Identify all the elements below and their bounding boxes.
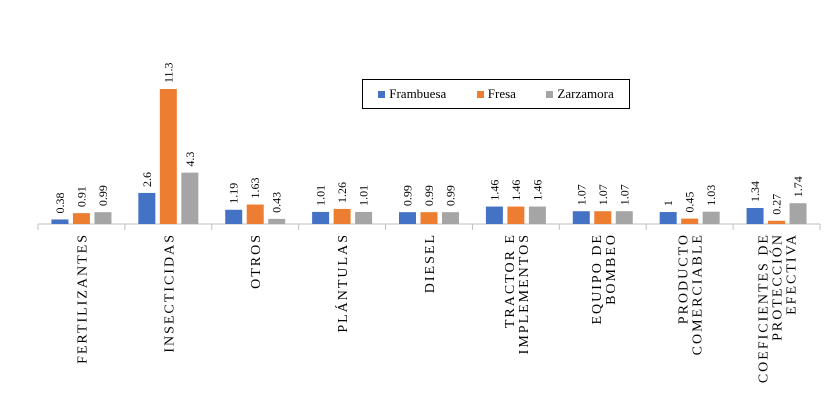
bar-frambuesa bbox=[225, 209, 243, 224]
data-label-fresa: 1.63 bbox=[248, 178, 262, 199]
bar-fresa bbox=[594, 211, 612, 224]
bar-frambuesa bbox=[138, 192, 156, 224]
legend-item-zarzamora: Zarzamora bbox=[546, 86, 614, 102]
category-label: COEFICIENTES DE bbox=[757, 233, 772, 383]
bar-frambuesa bbox=[51, 219, 69, 224]
bar-fresa bbox=[72, 213, 90, 224]
bar-zarzamora bbox=[94, 212, 112, 224]
data-label-frambuesa: 2.6 bbox=[140, 172, 154, 187]
legend: Frambuesa Fresa Zarzamora bbox=[362, 79, 630, 109]
legend-swatch-zarzamora bbox=[546, 90, 554, 98]
bar-zarzamora bbox=[789, 203, 807, 224]
data-label-frambuesa: 0.38 bbox=[53, 192, 67, 213]
category-label: EFECTIVA bbox=[785, 233, 800, 315]
bar-zarzamora bbox=[442, 212, 459, 224]
data-label-zarzamora: 1.03 bbox=[704, 185, 718, 206]
data-label-frambuesa: 1.01 bbox=[314, 185, 328, 206]
bar-zarzamora bbox=[181, 172, 199, 224]
data-label-fresa: 11.3 bbox=[161, 62, 175, 83]
data-label-frambuesa: 1.07 bbox=[574, 184, 588, 205]
data-label-fresa: 0.99 bbox=[422, 185, 436, 206]
legend-swatch-frambuesa bbox=[378, 90, 386, 98]
bar-fresa bbox=[507, 206, 525, 224]
category-label: PRODUCTO bbox=[677, 233, 692, 324]
bar-zarzamora bbox=[615, 211, 633, 224]
bar-zarzamora bbox=[268, 218, 286, 224]
bar-fresa bbox=[159, 89, 177, 224]
data-label-frambuesa: 1.46 bbox=[487, 180, 501, 201]
bars-group bbox=[51, 89, 807, 224]
category-label: COMERCIABLE bbox=[691, 233, 706, 355]
data-label-fresa: 1.07 bbox=[596, 184, 610, 205]
data-label-fresa: 0.45 bbox=[683, 192, 697, 213]
category-label: PLÁNTULAS bbox=[334, 233, 351, 333]
category-label: PROTECCIÓN bbox=[769, 233, 786, 341]
data-label-frambuesa: 1.19 bbox=[227, 183, 241, 204]
category-label: FERTILIZANTES bbox=[75, 233, 90, 364]
bar-zarzamora bbox=[355, 211, 373, 224]
data-labels-group: 0.38 0.91 0.99 2.6 11.3 4.3 1.19 1.63 0.43 1.01 1.… bbox=[53, 62, 805, 214]
data-label-zarzamora: 4.3 bbox=[183, 152, 197, 167]
data-label-zarzamora: 0.99 bbox=[96, 185, 110, 206]
bar-frambuesa bbox=[572, 211, 590, 224]
data-label-fresa: 1.46 bbox=[509, 180, 523, 201]
bar-zarzamora bbox=[702, 211, 720, 224]
data-label-frambuesa: 1 bbox=[661, 200, 675, 206]
data-label-zarzamora: 1.07 bbox=[617, 184, 631, 205]
bar-frambuesa bbox=[746, 207, 764, 224]
bar-frambuesa bbox=[485, 206, 503, 224]
data-label-frambuesa: 1.34 bbox=[748, 181, 762, 202]
data-label-zarzamora: 1.46 bbox=[530, 180, 544, 201]
data-label-frambuesa: 0.99 bbox=[401, 185, 415, 206]
bar-zarzamora bbox=[528, 206, 546, 224]
data-label-zarzamora: 0.99 bbox=[444, 185, 458, 206]
bar-fresa bbox=[681, 218, 699, 224]
category-label: IMPLEMENTOS bbox=[517, 233, 532, 354]
legend-label-frambuesa: Frambuesa bbox=[389, 86, 447, 101]
bar-fresa bbox=[333, 208, 351, 224]
data-label-zarzamora: 0.43 bbox=[270, 192, 284, 213]
data-label-fresa: 1.26 bbox=[335, 182, 349, 203]
bar-fresa bbox=[246, 204, 264, 224]
legend-item-fresa: Fresa bbox=[476, 86, 516, 102]
bar-fresa bbox=[420, 212, 438, 224]
bar-frambuesa bbox=[399, 212, 416, 224]
data-label-fresa: 0.27 bbox=[770, 194, 784, 215]
legend-label-fresa: Fresa bbox=[487, 86, 516, 101]
category-labels-group: FERTILIZANTES INSECTICIDAS OTROS PLÁNTULAS D… bbox=[75, 233, 799, 383]
category-label: BOMBEO bbox=[604, 233, 619, 305]
category-label: INSECTICIDAS bbox=[162, 233, 177, 353]
legend-label-zarzamora: Zarzamora bbox=[557, 86, 614, 101]
data-label-zarzamora: 1.74 bbox=[791, 176, 805, 197]
bar-frambuesa bbox=[312, 211, 330, 224]
legend-item-frambuesa: Frambuesa bbox=[378, 86, 446, 102]
x-axis-ticks bbox=[37, 224, 821, 230]
legend-swatch-fresa bbox=[476, 90, 484, 98]
data-label-fresa: 0.91 bbox=[74, 186, 88, 207]
bar-frambuesa bbox=[659, 212, 677, 224]
category-label: DIESEL bbox=[423, 233, 438, 293]
data-label-zarzamora: 1.01 bbox=[357, 185, 371, 206]
category-label: TRACTOR E bbox=[503, 233, 518, 328]
category-label: EQUIPO DE bbox=[590, 233, 605, 325]
bar-fresa bbox=[768, 220, 786, 224]
category-label: OTROS bbox=[249, 233, 264, 289]
